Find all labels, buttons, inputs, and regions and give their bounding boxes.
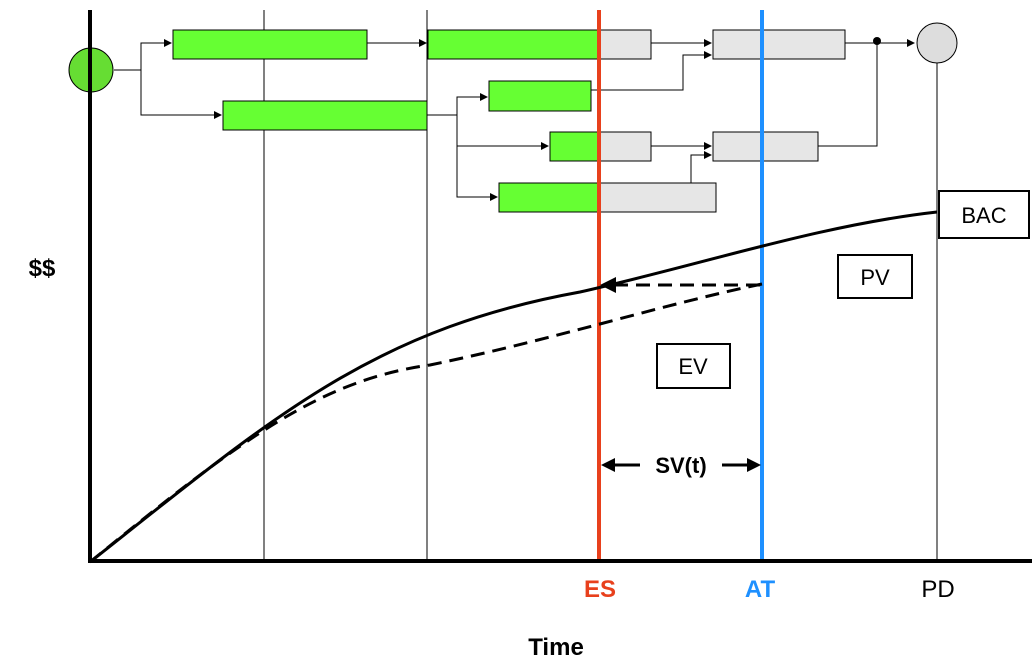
connector bbox=[456, 146, 498, 201]
activity-bar-complete bbox=[427, 29, 600, 60]
ev-box bbox=[656, 343, 731, 389]
pv-box bbox=[837, 254, 913, 299]
activity-bar-remaining bbox=[712, 29, 846, 60]
es-projection-arrowhead bbox=[600, 277, 616, 293]
y-axis-label: $$ bbox=[29, 255, 56, 282]
activity-bar-complete bbox=[498, 182, 600, 213]
pv-curve bbox=[89, 210, 938, 564]
activity-bar-complete bbox=[222, 100, 428, 131]
connector bbox=[140, 70, 222, 119]
activity-bar-remaining bbox=[712, 131, 819, 162]
connector bbox=[818, 43, 878, 147]
activity-bar-remaining bbox=[598, 182, 717, 213]
sv-arrowhead-right bbox=[747, 458, 761, 472]
bac-label: BAC bbox=[961, 203, 1006, 228]
activity-bar-complete bbox=[172, 29, 368, 60]
end-node bbox=[916, 22, 958, 64]
pv-label: PV bbox=[860, 265, 890, 290]
x-axis-label: Time bbox=[528, 634, 584, 661]
merge-dot bbox=[873, 37, 881, 45]
bac-box bbox=[938, 190, 1030, 239]
sv-label: SV(t) bbox=[655, 453, 706, 478]
connector bbox=[427, 93, 488, 116]
sv-arrowhead-left bbox=[601, 458, 615, 472]
activity-bar-complete bbox=[549, 131, 600, 162]
activity-bars bbox=[172, 29, 846, 213]
es-label: ES bbox=[584, 576, 616, 603]
activity-bar-remaining bbox=[598, 131, 652, 162]
connector bbox=[591, 51, 712, 91]
ev-curve bbox=[89, 282, 763, 564]
activity-bar-remaining bbox=[598, 29, 652, 60]
at-label: AT bbox=[745, 576, 776, 603]
pd-label: PD bbox=[921, 576, 954, 603]
activity-bar-complete bbox=[488, 80, 592, 112]
connector bbox=[456, 115, 549, 150]
ev-label: EV bbox=[678, 354, 708, 379]
connector bbox=[114, 39, 172, 71]
